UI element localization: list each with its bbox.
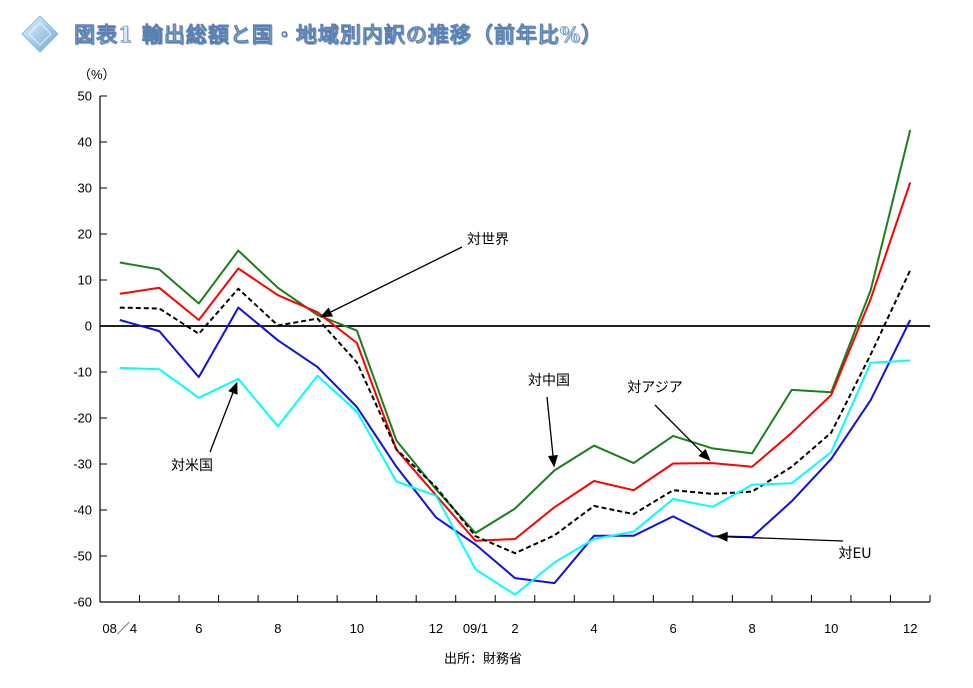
- annotation-arrow-us: [209, 388, 235, 453]
- y-tick-label: 20: [78, 227, 92, 242]
- y-unit-label: （%）: [78, 67, 116, 82]
- y-tick-label: -30: [73, 457, 92, 472]
- x-tick-label: 6: [195, 621, 202, 636]
- annotation-arrowhead-china: [548, 455, 558, 468]
- y-tick-label: 40: [78, 135, 92, 150]
- x-tick-label: 12: [429, 621, 443, 636]
- chart-title: 図表1 輸出総額と国・地域別内訳の推移（前年比%）: [20, 14, 603, 54]
- x-tick-label: 10: [824, 621, 838, 636]
- annotation-label-us: 対米国: [171, 458, 213, 474]
- x-tick-label: 2: [511, 621, 518, 636]
- x-tick-label: 8: [749, 621, 756, 636]
- annotation-label-world: 対世界: [467, 232, 509, 248]
- y-tick-label: 50: [78, 89, 92, 104]
- annotation-arrowhead-eu: [715, 531, 728, 542]
- diamond-icon: [21, 15, 59, 53]
- y-tick-label: -40: [73, 503, 92, 518]
- axes: 50 40 30 20 10 0 -10 -20 -30 -40 -50 -60 08／4 6 8 10 12 0…: [73, 89, 931, 636]
- x-tick-label: 4: [590, 621, 597, 636]
- x-tick-label: 6: [669, 621, 676, 636]
- y-tick-label: -10: [73, 365, 92, 380]
- annotation-label-china: 対中国: [528, 373, 570, 389]
- annotation-arrowhead-us: [228, 381, 238, 395]
- y-tick-label: 0: [85, 319, 92, 334]
- annotation-arrow-world: [326, 246, 463, 315]
- annotation-label-eu: 対EU: [838, 546, 871, 562]
- source-label: 出所：財務省: [444, 652, 522, 667]
- annotation-label-asia: 対アジア: [627, 380, 682, 396]
- y-tick-label: 30: [78, 181, 92, 196]
- series-lines: [119, 129, 912, 596]
- y-tick-label: -50: [73, 549, 92, 564]
- series-line-asia: [119, 182, 912, 542]
- y-tick-label: -20: [73, 411, 92, 426]
- x-tick-label: 10: [350, 621, 364, 636]
- series-line-eu: [119, 306, 912, 585]
- x-tick-label: 12: [903, 621, 917, 636]
- x-tick-label: 08／4: [102, 621, 137, 636]
- x-tick-label: 09/1: [463, 621, 488, 636]
- series-line-us: [119, 359, 911, 596]
- y-tick-label: -60: [73, 595, 92, 610]
- series-line-world: [119, 269, 912, 555]
- x-tick-label: 8: [274, 621, 281, 636]
- annotation-arrow-asia: [654, 404, 706, 456]
- annotation-arrowhead-asia: [698, 448, 711, 461]
- y-tick-label: 10: [78, 273, 92, 288]
- chart-title-text: 図表1 輸出総額と国・地域別内訳の推移（前年比%）: [74, 22, 603, 48]
- annotation-arrow-eu: [723, 535, 844, 542]
- series-line-china: [119, 129, 912, 534]
- annotation-arrow-china: [546, 396, 555, 460]
- annotation-arrowhead-world: [320, 307, 334, 318]
